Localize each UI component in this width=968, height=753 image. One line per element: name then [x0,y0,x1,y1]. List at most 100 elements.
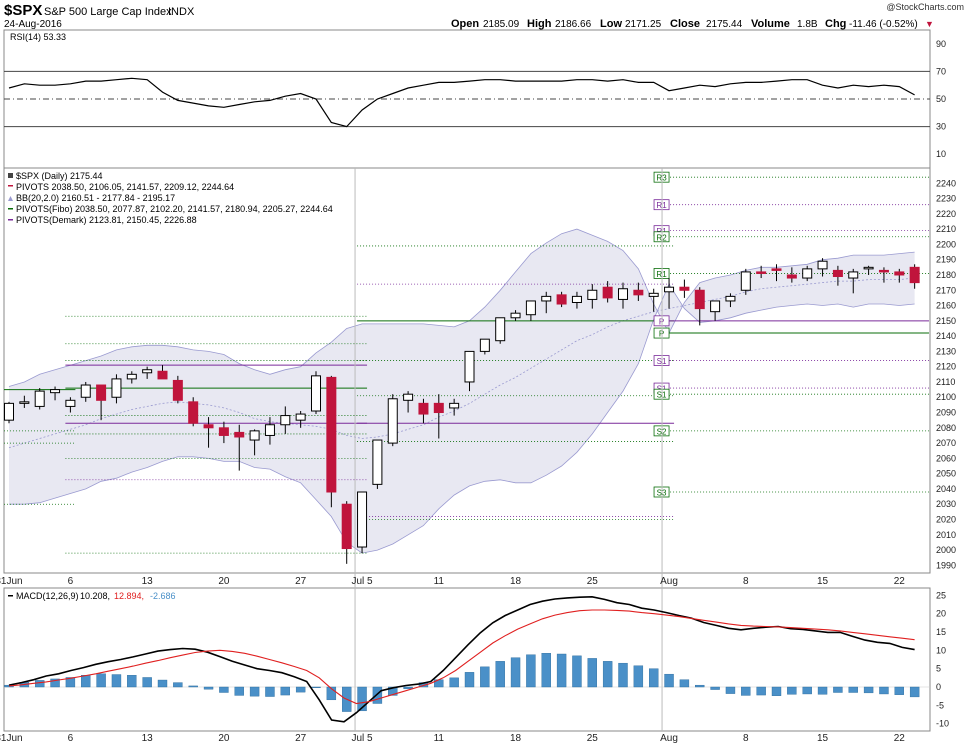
candle-body [894,271,905,276]
candle-body [771,268,782,271]
macd-histogram-bar [311,686,321,689]
candle-body [633,289,644,296]
x-axis-label-bottom: 18 [510,733,522,744]
macd-histogram-bar [249,686,260,697]
macd-y-tick: -5 [936,700,944,710]
macd-y-tick: 10 [936,645,946,655]
candle-body [848,271,859,279]
close-label: Close [670,18,700,30]
legend-pivots: PIVOTS 2038.50, 2106.05, 2141.57, 2209.1… [16,182,234,192]
price-panel: R3R1R1R2R1PPS1S1S1S2S3199020002010202020… [4,168,956,731]
macd-line [8,595,915,723]
candle-body [679,286,690,291]
candle-body [234,431,245,438]
macd-histogram-bar [234,686,244,696]
candle-body [357,491,368,548]
high-value: 2186.66 [555,19,592,30]
price-y-tick: 2230 [936,194,956,204]
rsi-y-tick: 10 [936,149,946,159]
macd-histogram-bar [65,677,76,688]
macd-histogram-bar [50,678,60,688]
macd-histogram-bar [142,677,152,688]
x-axis-label: Jul 5 [351,576,373,587]
price-y-tick: 2090 [936,408,956,418]
legend-swatch-bb [8,196,13,201]
candle-body [618,288,628,300]
watermark: @StockCharts.com [886,2,964,12]
legend-swatch-demark [8,219,13,221]
x-axis-label: 6 [68,576,74,587]
candle-body [495,317,506,342]
candle-body [157,370,168,380]
rsi-panel-frame [3,29,931,169]
price-legend: $SPX (Daily) 2175.44 PIVOTS 2038.50, 210… [8,171,333,225]
macd-histogram-bar [710,686,720,690]
candle-body [817,260,828,270]
rsi-y-tick: 50 [936,94,946,104]
macd-histogram-bar [127,675,137,688]
candle-body [403,393,414,401]
candle-body [4,402,14,421]
candle-body [19,401,30,404]
price-y-tick: 2070 [936,438,956,448]
price-y-tick: 2010 [936,530,956,540]
candle-body [909,266,920,284]
macd-histogram-bar [526,654,536,688]
price-y-tick: 2210 [936,224,956,234]
macd-legend: MACD(12,26,9) 10.208, 12.894, -2.686 [8,591,176,601]
x-axis-label: 8 [743,576,749,587]
x-axis-label-bottom: 6 [68,733,74,744]
candle-body [142,369,153,374]
macd-histogram-bar [510,657,521,688]
macd-histogram-bar [295,686,306,693]
price-y-tick: 2160 [936,301,956,311]
x-axis-label: 31Jun [0,576,23,587]
macd-y-tick: 5 [936,664,941,674]
legend-swatch-pivots [8,185,13,187]
low-label: Low [600,18,622,30]
macd-histogram-bar [618,662,628,688]
price-y-tick: 2180 [936,270,956,280]
macd-histogram-bar [188,685,198,688]
rsi-y-tick: 70 [936,66,946,76]
legend-swatch-price [8,173,13,178]
ticker-symbol: $SPX [4,2,42,19]
price-y-tick: 2020 [936,515,956,525]
date-axis: 31Jun 31Jun 6 6 13 13 20 20 27 27 Jul 5 Jul 5 11 11 18… [0,576,905,744]
chg-value: -11.46 (-0.52%) [849,19,918,30]
candle-body [387,398,398,444]
x-axis-label-bottom: 27 [295,733,307,744]
candle-body [510,312,521,319]
candle-body [878,269,889,273]
candle-body [311,375,321,412]
x-axis-label-bottom: 20 [218,733,230,744]
price-y-tick: 2150 [936,316,956,326]
candle-body [50,389,61,394]
macd-histogram-bar [280,686,290,696]
price-y-tick: 2140 [936,331,956,341]
candle-body [832,269,843,278]
candle-body [464,350,475,383]
legend-macd-value: 10.208, [80,591,110,601]
candle-body [172,379,183,401]
x-axis-label: 27 [295,576,307,587]
x-axis-label: 15 [817,576,829,587]
candle-body [80,384,91,398]
price-y-tick: 2130 [936,346,956,356]
candle-body [556,294,567,305]
x-axis-label-bottom: 31Jun [0,733,23,744]
x-axis-label-bottom: 22 [894,733,906,744]
rsi-panel: 10 30 50 70 90 [4,39,946,159]
legend-demark: PIVOTS(Demark) 2123.81, 2150.45, 2226.88 [16,215,197,225]
price-y-tick: 2110 [936,377,955,387]
candle-body [280,415,291,426]
macd-panel-frame [3,587,931,732]
macd-histogram-bar [587,658,597,688]
candle-body [786,274,797,279]
close-value: 2175.44 [706,19,743,30]
x-axis-label: Aug [660,576,678,587]
macd-histogram-bar [464,672,475,688]
legend-fibo: PIVOTS(Fibo) 2038.50, 2077.87, 2102.20, … [16,204,333,214]
